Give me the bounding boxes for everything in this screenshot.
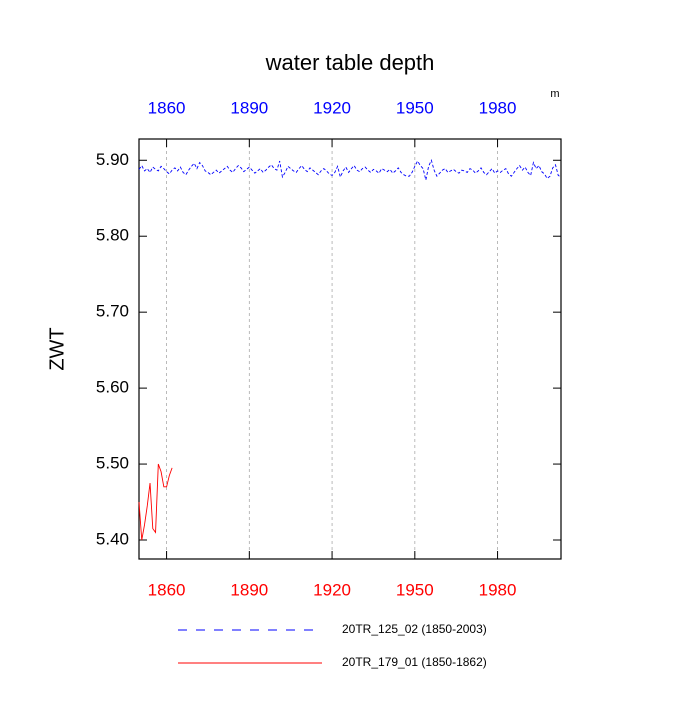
y-tick-label: 5.90	[96, 150, 129, 169]
series-line	[138, 463, 173, 541]
chart-title: water table depth	[265, 50, 435, 75]
y-tick-label: 5.60	[96, 378, 129, 397]
x-tick-label-top: 1860	[148, 98, 186, 117]
legend-label: 20TR_179_01 (1850-1862)	[342, 655, 487, 669]
x-tick-label: 1920	[313, 580, 351, 599]
legend-label: 20TR_125_02 (1850-2003)	[342, 622, 487, 636]
x-tick-label: 1860	[148, 580, 186, 599]
x-tick-label-top: 1980	[479, 98, 517, 117]
x-tick-label: 1890	[230, 580, 268, 599]
x-tick-label-top: 1950	[396, 98, 434, 117]
x-tick-label-top: 1890	[230, 98, 268, 117]
units: m	[550, 88, 559, 100]
y-tick-label: 5.50	[96, 454, 129, 473]
x-tick-label-top: 1920	[313, 98, 351, 117]
x-tick-label: 1980	[479, 580, 517, 599]
y-tick-label: 5.80	[96, 226, 129, 245]
y-axis-label: ZWT	[46, 327, 68, 370]
y-tick-label: 5.70	[96, 302, 129, 321]
x-tick-label: 1950	[396, 580, 434, 599]
series-line	[138, 158, 562, 181]
plot-frame	[138, 138, 562, 560]
y-tick-label: 5.40	[96, 529, 129, 548]
